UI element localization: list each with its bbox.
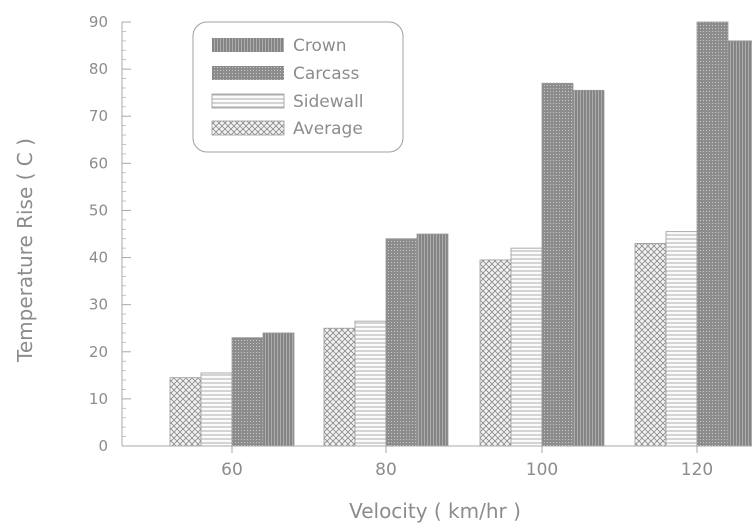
y-tick-label-20: 20 [89,343,108,361]
legend-swatch-average [211,120,285,136]
y-tick-label-30: 30 [89,296,108,314]
bar-average-100 [479,259,512,447]
bar-crown-100 [572,89,605,447]
legend-label-average: Average [293,119,363,139]
x-tick-label-60: 60 [221,460,243,480]
legend-swatch-carcass [212,66,284,80]
bar-average-60 [169,377,202,447]
y-tick-label-70: 70 [89,107,108,125]
x-tick-label-80: 80 [375,460,397,480]
bar-carcass-120 [696,21,729,447]
y-tick-label-60: 60 [89,154,108,172]
bar-average-80 [323,327,356,447]
legend-label-carcass: Carcass [293,64,360,84]
y-tick-label-90: 90 [89,13,108,31]
legend-swatch-crown [212,38,284,52]
bar-crown-120 [727,40,752,447]
bar-carcass-80 [385,238,418,447]
y-tick-label-50: 50 [89,201,108,219]
bar-carcass-60 [231,337,264,447]
y-axis-title: Temperature Rise ( C ) [13,138,37,363]
x-tick-label-120: 120 [681,460,713,480]
legend-swatch-sidewall [211,93,285,109]
y-tick-label-0: 0 [98,437,108,455]
bar-sidewall-100 [510,247,543,447]
bar-average-120 [634,243,667,447]
bar-crown-80 [416,233,449,447]
axes: 0 10 20 30 40 50 60 70 80 90 60 80 100 120 [89,13,752,480]
y-tick-label-80: 80 [89,60,108,78]
y-tick-label-40: 40 [89,249,108,267]
bar-sidewall-120 [665,231,698,447]
plot-area [169,21,752,447]
legend-label-crown: Crown [293,36,347,56]
legend-box [192,21,404,153]
bar-carcass-100 [541,82,574,447]
bar-crown-60 [262,332,295,447]
legend: Crown Carcass Sidewall Average [192,21,404,153]
x-axis-title: Velocity ( km/hr ) [349,499,521,523]
bar-sidewall-80 [354,320,387,447]
y-tick-label-10: 10 [89,390,108,408]
bar-sidewall-60 [200,372,233,447]
x-tick-label-100: 100 [526,460,558,480]
legend-label-sidewall: Sidewall [293,92,364,112]
